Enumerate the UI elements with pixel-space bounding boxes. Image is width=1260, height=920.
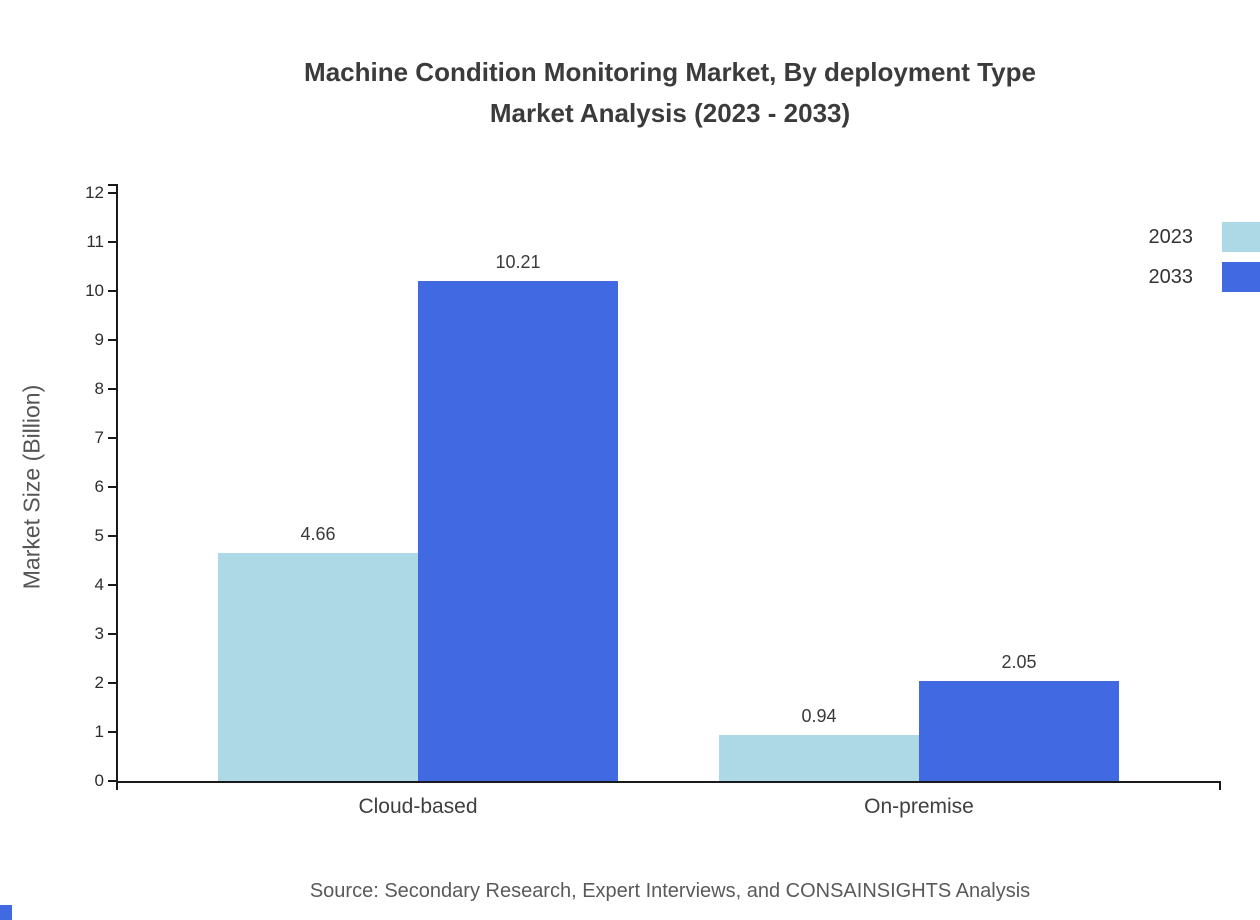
y-tick [108,339,116,341]
y-axis-top-cap [108,184,117,186]
bar-On-premise-2033 [919,680,1119,781]
y-tick [108,731,116,733]
y-tick-label: 9 [94,330,104,349]
y-tick [108,290,116,292]
y-tick-label: 1 [94,722,104,741]
legend-swatch-2033 [1222,262,1260,292]
y-tick [108,633,116,635]
chart-title: Machine Condition Monitoring Market, By … [80,52,1260,134]
x-axis-line [116,781,1221,783]
y-tick [108,682,116,684]
legend: 2023 2033 [1149,222,1260,302]
bar-value-label: 10.21 [495,251,541,272]
y-tick-label: 10 [85,281,104,300]
y-tick [108,780,116,782]
y-tick [108,437,116,439]
x-category-label: On-premise [864,795,974,818]
y-axis-line [116,184,118,783]
bar-value-label: 2.05 [1001,651,1037,672]
y-tick [108,486,116,488]
legend-label-2023: 2023 [1148,225,1194,248]
y-tick-label: 3 [94,624,104,643]
y-tick [108,192,116,194]
legend-item-2023: 2023 [1149,222,1260,252]
bar-Cloud-based-2023 [218,552,418,781]
bar-On-premise-2023 [719,734,919,781]
chart-title-line2: Market Analysis (2023 - 2033) [489,98,851,128]
y-tick-label: 2 [94,673,104,692]
x-axis-right-tick [1219,781,1221,790]
y-tick-label: 4 [94,575,104,594]
bar-value-label: 4.66 [300,523,336,544]
y-tick-label: 0 [94,771,104,790]
y-tick [108,584,116,586]
legend-item-2033: 2033 [1149,262,1260,292]
y-tick [108,241,116,243]
y-tick-label: 8 [94,379,104,398]
y-tick [108,535,116,537]
y-tick-label: 7 [94,428,104,447]
bar-value-label: 0.94 [801,705,837,726]
source-note: Source: Secondary Research, Expert Inter… [309,880,1031,902]
bar-Cloud-based-2033 [418,280,618,781]
y-tick [108,388,116,390]
legend-swatch-2023 [1222,222,1260,252]
legend-label-2033: 2033 [1148,265,1194,288]
x-category-label: Cloud-based [358,795,478,818]
y-tick-label: 6 [94,477,104,496]
chart-title-line1: Machine Condition Monitoring Market, By … [304,57,1036,87]
y-tick-label: 12 [85,183,104,202]
y-tick-label: 11 [86,232,104,251]
y-tick-label: 5 [94,526,104,545]
corner-logo-fragment [0,905,12,920]
x-axis-left-tick [116,781,118,790]
